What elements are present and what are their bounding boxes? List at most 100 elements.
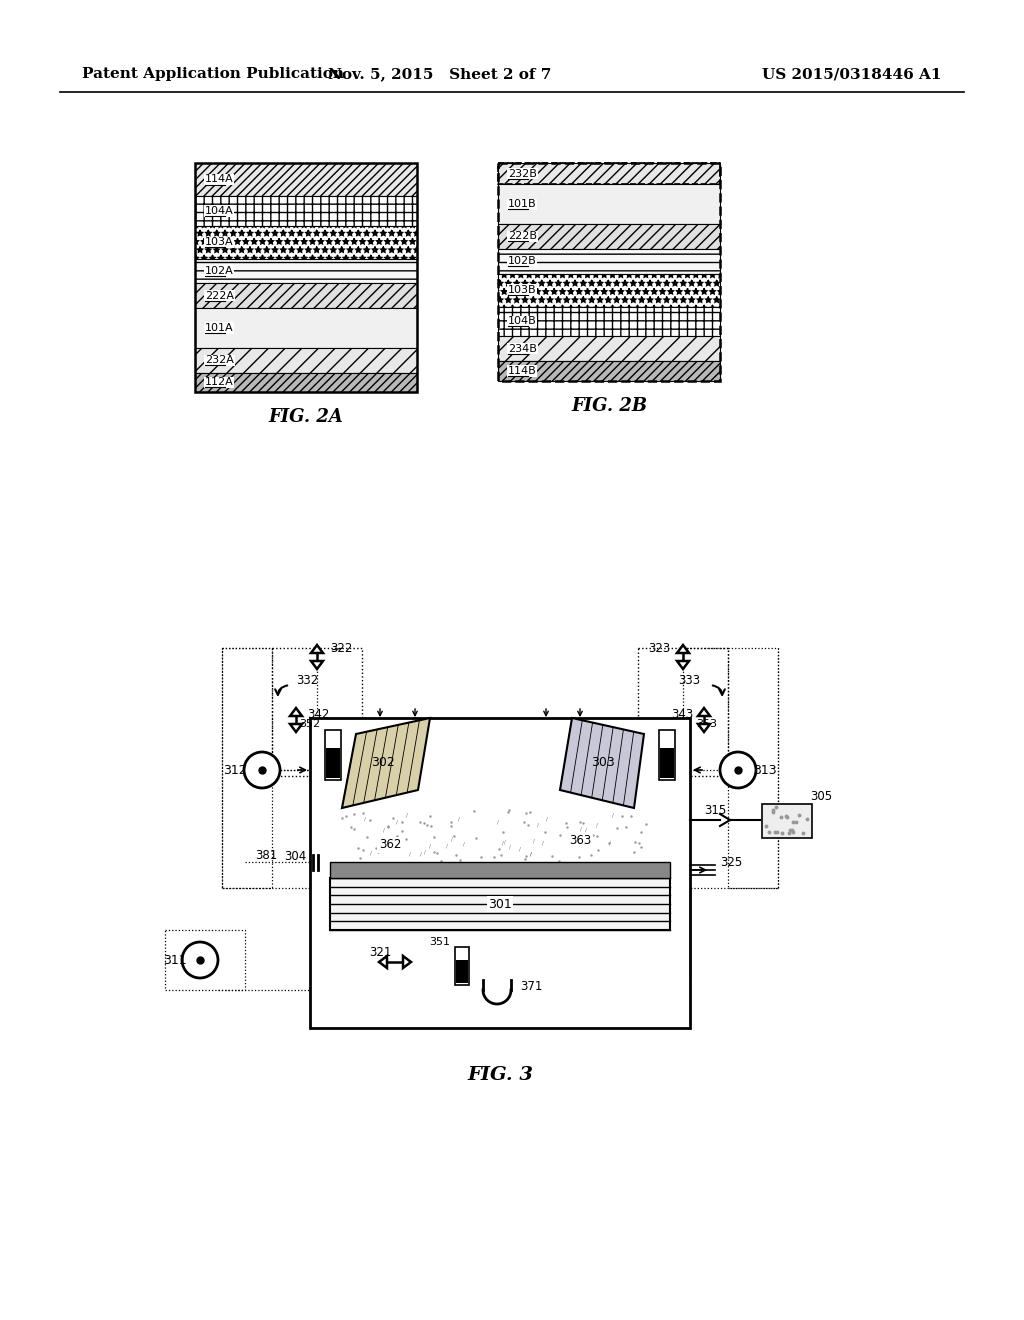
- Bar: [195, 347, 417, 372]
- Text: 114B: 114B: [508, 366, 537, 376]
- Text: 112A: 112A: [205, 378, 233, 388]
- Bar: [498, 306, 720, 337]
- Text: /: /: [364, 816, 366, 821]
- Text: 332: 332: [296, 673, 318, 686]
- Bar: [195, 259, 417, 284]
- Text: /: /: [518, 846, 520, 851]
- Text: /: /: [410, 851, 412, 857]
- Polygon shape: [379, 956, 387, 968]
- Text: 303: 303: [591, 756, 614, 770]
- Text: Patent Application Publication: Patent Application Publication: [82, 67, 344, 81]
- Text: 304: 304: [284, 850, 306, 862]
- Bar: [195, 162, 417, 392]
- Bar: [456, 961, 468, 983]
- Text: 302: 302: [371, 756, 395, 770]
- Text: /: /: [502, 841, 504, 845]
- Text: FIG. 3: FIG. 3: [467, 1067, 534, 1084]
- Text: 311: 311: [163, 953, 186, 966]
- Bar: [222, 648, 272, 888]
- Bar: [638, 648, 728, 776]
- Text: FIG. 2B: FIG. 2B: [571, 397, 647, 414]
- Bar: [455, 946, 469, 985]
- Text: 321: 321: [369, 945, 391, 958]
- Text: 325: 325: [720, 857, 742, 870]
- Text: 371: 371: [520, 981, 543, 994]
- Polygon shape: [290, 708, 302, 715]
- Text: /: /: [464, 841, 465, 846]
- Polygon shape: [698, 708, 710, 715]
- Text: /: /: [459, 817, 460, 821]
- Bar: [195, 308, 417, 347]
- Circle shape: [244, 752, 280, 788]
- Text: 102B: 102B: [508, 256, 537, 267]
- Text: /: /: [585, 828, 587, 833]
- Text: 101A: 101A: [205, 323, 233, 333]
- Text: /: /: [396, 820, 398, 825]
- Text: /: /: [420, 851, 422, 857]
- Bar: [195, 162, 417, 195]
- Text: 103A: 103A: [205, 238, 233, 247]
- Polygon shape: [560, 718, 644, 808]
- Text: /: /: [580, 826, 582, 832]
- Text: 323: 323: [648, 642, 670, 655]
- Text: 322: 322: [330, 642, 352, 655]
- Text: 234B: 234B: [508, 343, 537, 354]
- Text: /: /: [612, 813, 613, 817]
- Text: 305: 305: [810, 789, 833, 803]
- Circle shape: [720, 752, 756, 788]
- Bar: [165, 931, 245, 990]
- Polygon shape: [677, 645, 689, 653]
- Text: /: /: [445, 843, 447, 849]
- Text: 101B: 101B: [508, 199, 537, 210]
- Polygon shape: [403, 956, 411, 968]
- Text: /: /: [530, 851, 532, 857]
- Text: 232B: 232B: [508, 169, 537, 178]
- Text: /: /: [608, 841, 610, 846]
- Text: /: /: [542, 840, 544, 845]
- Text: 333: 333: [678, 673, 700, 686]
- Bar: [195, 226, 417, 259]
- Text: 114A: 114A: [205, 174, 233, 185]
- Text: FIG. 2A: FIG. 2A: [268, 408, 343, 426]
- Text: 351: 351: [429, 937, 450, 946]
- Bar: [326, 747, 340, 777]
- Text: 381: 381: [255, 849, 278, 862]
- Text: 313: 313: [754, 763, 777, 776]
- Bar: [762, 804, 812, 838]
- Text: /: /: [407, 813, 408, 818]
- Bar: [310, 718, 690, 1028]
- Text: 362: 362: [379, 838, 401, 851]
- Bar: [272, 648, 362, 776]
- Text: 104B: 104B: [508, 317, 537, 326]
- Text: 301: 301: [488, 898, 512, 911]
- Text: /: /: [538, 822, 539, 828]
- Bar: [498, 162, 720, 185]
- Polygon shape: [311, 645, 323, 653]
- Bar: [498, 162, 720, 185]
- Polygon shape: [677, 661, 689, 669]
- Text: 104A: 104A: [205, 206, 233, 216]
- Text: /: /: [498, 820, 500, 825]
- Text: /: /: [383, 828, 385, 832]
- Bar: [498, 224, 720, 248]
- Text: 312: 312: [223, 763, 247, 776]
- Text: Nov. 5, 2015   Sheet 2 of 7: Nov. 5, 2015 Sheet 2 of 7: [329, 67, 552, 81]
- Bar: [498, 337, 720, 360]
- Text: /: /: [424, 849, 426, 854]
- Text: 315: 315: [703, 804, 726, 817]
- Text: 353: 353: [696, 719, 717, 729]
- Text: US 2015/0318446 A1: US 2015/0318446 A1: [762, 67, 941, 81]
- Bar: [498, 162, 720, 380]
- Text: /: /: [429, 843, 430, 849]
- Bar: [195, 284, 417, 308]
- Text: 342: 342: [307, 708, 330, 721]
- Polygon shape: [342, 718, 430, 808]
- Polygon shape: [290, 723, 302, 733]
- Text: /: /: [370, 850, 372, 855]
- Text: 232A: 232A: [205, 355, 233, 366]
- Bar: [195, 372, 417, 392]
- Text: 343: 343: [671, 708, 693, 721]
- Polygon shape: [311, 661, 323, 669]
- Bar: [498, 273, 720, 306]
- Bar: [195, 195, 417, 226]
